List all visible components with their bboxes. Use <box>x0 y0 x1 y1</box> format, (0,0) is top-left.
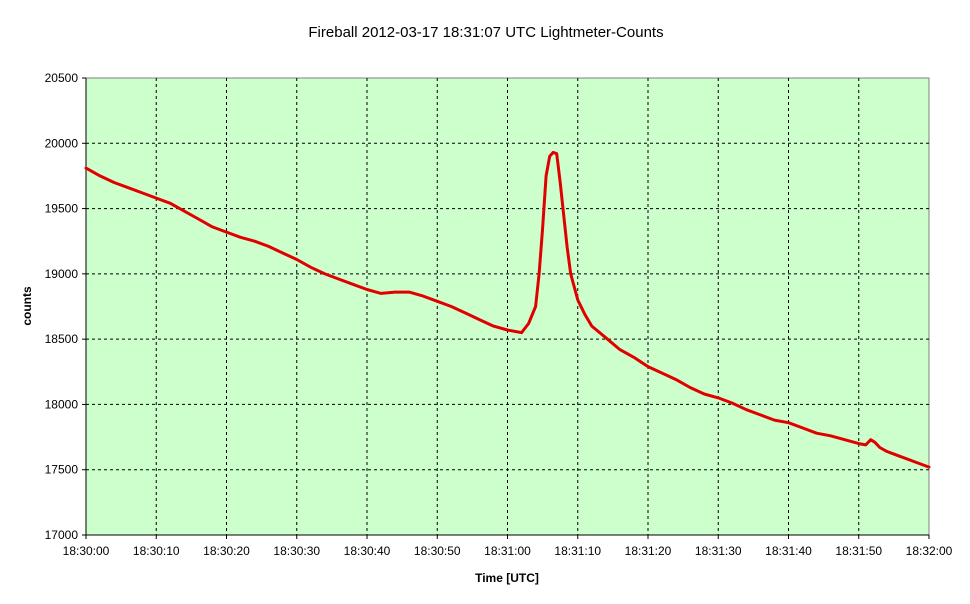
x-tick-label: 18:30:10 <box>133 544 180 558</box>
y-tick-label: 18500 <box>45 332 79 346</box>
x-tick-label: 18:30:40 <box>344 544 391 558</box>
x-tick-label: 18:31:00 <box>484 544 531 558</box>
series <box>84 150 931 469</box>
x-axis-ticks: 18:30:00 18:30:10 18:30:20 18:30:30 18:30:40… <box>63 534 953 558</box>
y-tick-label: 17500 <box>45 463 79 477</box>
y-tick-label: 20500 <box>45 71 79 85</box>
x-tick-label: 18:32:00 <box>906 544 953 558</box>
y-tick-label: 18000 <box>45 397 79 411</box>
x-axis-label: Time [UTC] <box>475 571 539 585</box>
x-tick-label: 18:31:10 <box>554 544 601 558</box>
x-tick-label: 18:31:40 <box>765 544 812 558</box>
grid <box>86 78 929 535</box>
y-tick-label: 19000 <box>45 267 79 281</box>
series-line <box>84 150 931 469</box>
chart-title: Fireball 2012-03-17 18:31:07 UTC Lightme… <box>308 24 663 41</box>
x-tick-label: 18:30:30 <box>273 544 320 558</box>
y-tick-label: 20000 <box>45 136 79 150</box>
x-tick-label: 18:30:50 <box>414 544 461 558</box>
y-axis-label: counts <box>20 286 34 326</box>
x-tick-label: 18:30:20 <box>203 544 250 558</box>
x-tick-label: 18:30:00 <box>63 544 110 558</box>
x-tick-label: 18:31:20 <box>625 544 672 558</box>
y-tick-label: 17000 <box>45 528 79 542</box>
x-tick-label: 18:31:30 <box>695 544 742 558</box>
y-tick-label: 19500 <box>45 202 79 216</box>
y-axis-ticks: 17000 17500 18000 18500 19000 19500 20000 20500 <box>45 71 87 542</box>
x-tick-label: 18:31:50 <box>835 544 882 558</box>
